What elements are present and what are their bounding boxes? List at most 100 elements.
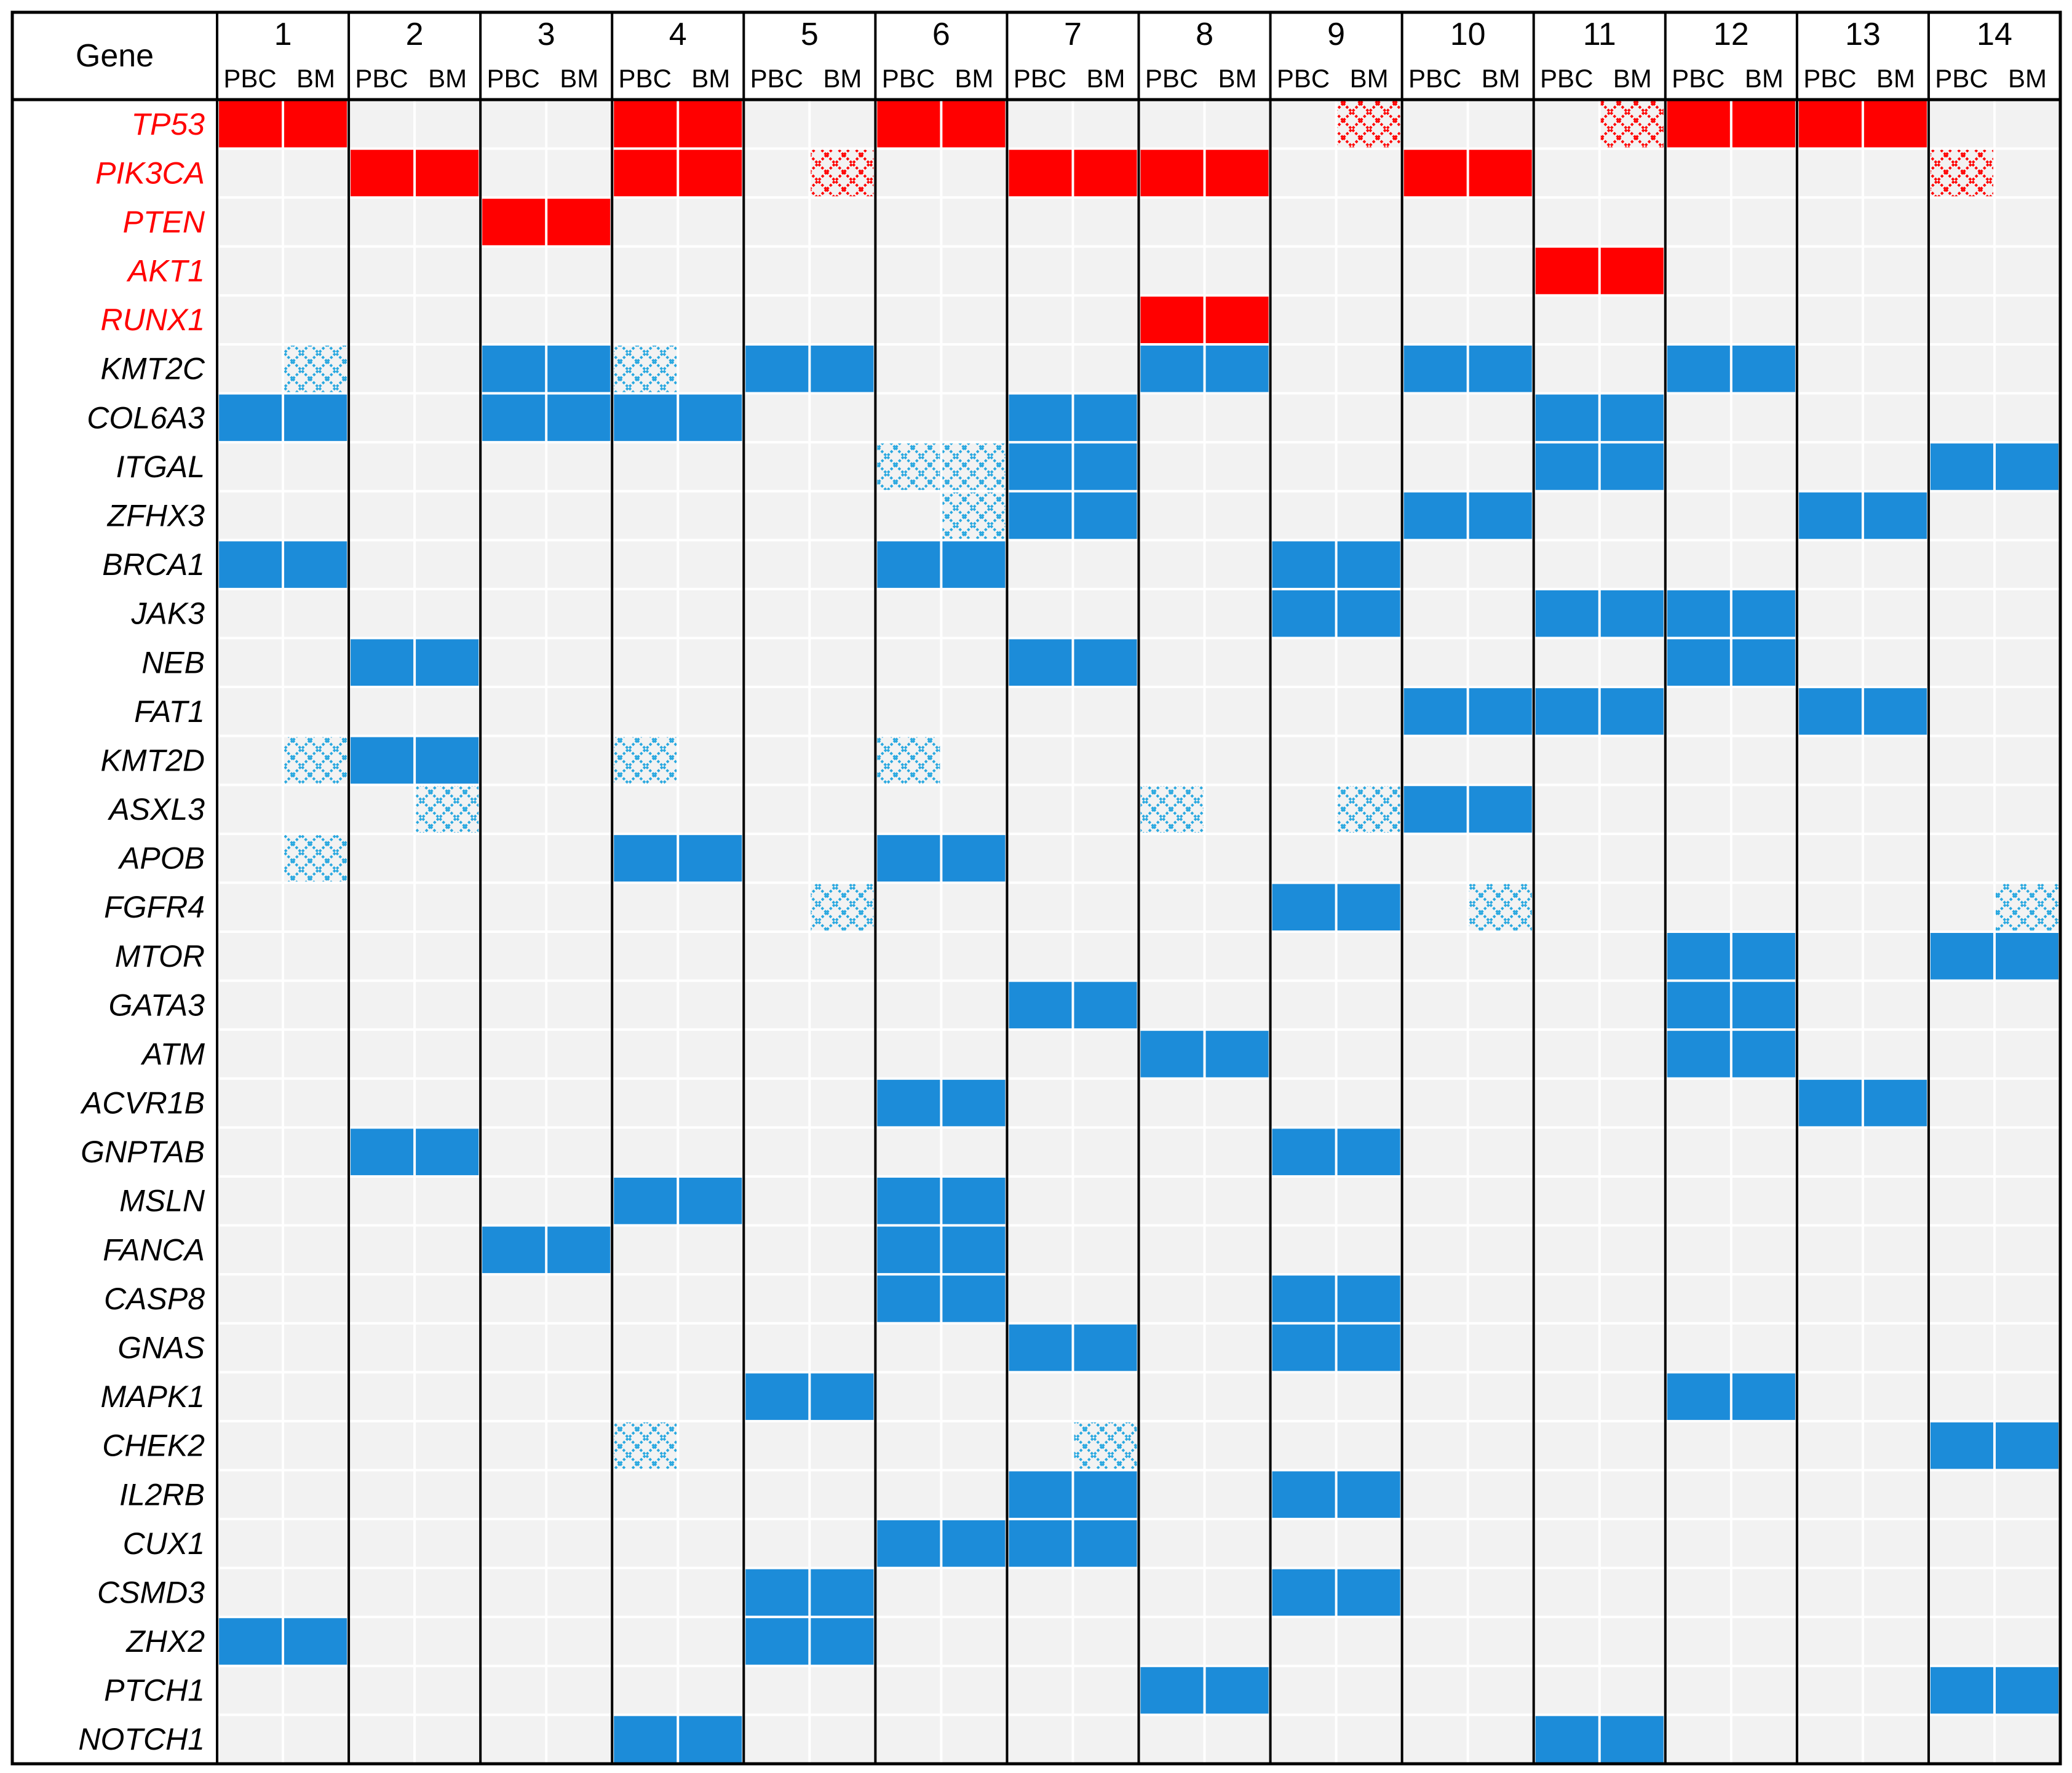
- mutation-cell-solid-KMT2C-p3-BM: [547, 345, 611, 392]
- mutation-cell-solid-PIK3CA-p8-BM: [1205, 149, 1269, 197]
- mutation-cell-solid-CSMD3-p9-PBC: [1272, 1569, 1335, 1616]
- sample-label-bm: BM: [1086, 64, 1125, 93]
- mutation-cell-solid-CUX1-p7-PBC: [1009, 1520, 1072, 1567]
- mutation-cell-solid-CSMD3-p9-BM: [1337, 1569, 1400, 1616]
- gene-label-gnptab: GNPTAB: [81, 1135, 205, 1169]
- grid-lines-layer: [10, 10, 2062, 1766]
- mutation-cell-solid-IL2RB-p7-PBC: [1009, 1471, 1072, 1518]
- gene-label-apob: APOB: [117, 841, 205, 876]
- mutation-cell-solid-ZFHX3-p13-BM: [1864, 492, 1927, 539]
- mutation-cell-solid-NOTCH1-p4-PBC: [614, 1716, 677, 1763]
- sample-label-pbc: PBC: [1935, 64, 1988, 93]
- mutation-cell-hatched-CHEK2-p4-PBC: [614, 1422, 677, 1469]
- gene-label-gata3: GATA3: [108, 988, 205, 1022]
- mutation-cell-solid-TP53-p12-BM: [1732, 101, 1795, 148]
- sample-label-bm: BM: [955, 64, 993, 93]
- patient-label-14: 14: [1977, 17, 2012, 52]
- mutation-cell-solid-GNAS-p7-BM: [1074, 1324, 1137, 1371]
- sample-label-bm: BM: [1482, 64, 1520, 93]
- mutation-cell-solid-BRCA1-p6-BM: [942, 541, 1006, 588]
- mutation-cell-solid-GATA3-p12-BM: [1732, 982, 1795, 1029]
- mutation-cell-solid-NOTCH1-p11-BM: [1600, 1716, 1664, 1763]
- gene-label-asxl3: ASXL3: [107, 792, 205, 827]
- mutation-cells-layer: [219, 101, 2058, 1763]
- mutation-cell-solid-JAK3-p9-PBC: [1272, 590, 1335, 637]
- mutation-cell-solid-ATM-p12-PBC: [1667, 1031, 1730, 1077]
- sample-label-pbc: PBC: [882, 64, 935, 93]
- mutation-cell-solid-PIK3CA-p7-PBC: [1009, 149, 1072, 197]
- gene-label-fgfr4: FGFR4: [104, 890, 205, 924]
- gene-label-kmt2c: KMT2C: [101, 352, 205, 386]
- patient-label-5: 5: [801, 17, 819, 52]
- gene-label-acvr1b: ACVR1B: [80, 1086, 205, 1121]
- mutation-cell-solid-ZHX2-p1-BM: [284, 1618, 347, 1665]
- mutation-cell-hatched-ITGAL-p6-BM: [942, 443, 1006, 490]
- sample-label-pbc: PBC: [1014, 64, 1066, 93]
- mutation-cell-solid-CHEK2-p14-BM: [1995, 1422, 2058, 1469]
- mutation-cell-solid-KMT2C-p3-PBC: [482, 345, 546, 392]
- mutation-cell-solid-COL6A3-p1-PBC: [219, 394, 282, 442]
- mutation-cell-solid-ZFHX3-p10-BM: [1469, 492, 1532, 539]
- mutation-cell-solid-GNPTAB-p2-BM: [416, 1128, 479, 1175]
- mutation-cell-solid-IL2RB-p9-PBC: [1272, 1471, 1335, 1518]
- mutation-cell-solid-FAT1-p11-BM: [1600, 688, 1664, 735]
- mutation-cell-solid-KMT2C-p5-PBC: [745, 345, 809, 392]
- mutation-cell-solid-CASP8-p6-PBC: [877, 1275, 940, 1322]
- sample-label-bm: BM: [560, 64, 598, 93]
- mutation-cell-solid-ZFHX3-p10-PBC: [1403, 492, 1467, 539]
- mutation-cell-solid-ZHX2-p1-PBC: [219, 1618, 282, 1665]
- mutation-cell-hatched-PIK3CA-p14-PBC: [1930, 149, 1993, 197]
- mutation-cell-solid-BRCA1-p6-PBC: [877, 541, 940, 588]
- patient-label-4: 4: [669, 17, 687, 52]
- mutation-cell-hatched-ASXL3-p8-PBC: [1140, 786, 1204, 833]
- gene-label-cux1: CUX1: [123, 1526, 205, 1561]
- mutation-cell-solid-NEB-p2-PBC: [351, 639, 414, 686]
- mutation-cell-solid-COL6A3-p11-PBC: [1535, 394, 1598, 442]
- mutation-cell-solid-NEB-p2-BM: [416, 639, 479, 686]
- mutation-cell-solid-APOB-p4-PBC: [614, 835, 677, 882]
- mutation-cell-solid-GNPTAB-p9-BM: [1337, 1128, 1400, 1175]
- mutation-cell-solid-MAPK1-p12-BM: [1732, 1373, 1795, 1420]
- mutation-cell-solid-TP53-p4-PBC: [614, 101, 677, 148]
- mutation-cell-solid-JAK3-p12-PBC: [1667, 590, 1730, 637]
- mutation-cell-hatched-FGFR4-p5-BM: [811, 884, 874, 930]
- mutation-cell-solid-MTOR-p14-PBC: [1930, 933, 1993, 980]
- mutation-cell-solid-PTCH1-p14-BM: [1995, 1667, 2058, 1714]
- patient-label-13: 13: [1845, 17, 1881, 52]
- gene-label-atm: ATM: [140, 1037, 205, 1071]
- mutation-cell-solid-PIK3CA-p10-BM: [1469, 149, 1532, 197]
- sample-label-pbc: PBC: [1145, 64, 1198, 93]
- patient-label-2: 2: [406, 17, 424, 52]
- mutation-cell-solid-TP53-p4-BM: [679, 101, 742, 148]
- patient-label-8: 8: [1196, 17, 1213, 52]
- mutation-cell-solid-IL2RB-p9-BM: [1337, 1471, 1400, 1518]
- mutation-cell-solid-MSLN-p4-BM: [679, 1177, 742, 1224]
- sample-label-pbc: PBC: [1277, 64, 1330, 93]
- sample-label-pbc: PBC: [1408, 64, 1461, 93]
- gene-label-col6a3: COL6A3: [87, 400, 205, 435]
- mutation-cell-hatched-KMT2C-p4-PBC: [614, 345, 677, 392]
- mutation-cell-solid-APOB-p6-PBC: [877, 835, 940, 882]
- sample-label-bm: BM: [1745, 64, 1784, 93]
- mutation-cell-solid-GATA3-p7-PBC: [1009, 982, 1072, 1029]
- mutation-cell-solid-KMT2C-p10-PBC: [1403, 345, 1467, 392]
- mutation-cell-hatched-ASXL3-p2-BM: [416, 786, 479, 833]
- mutation-cell-solid-COL6A3-p3-BM: [547, 394, 611, 442]
- gene-label-csmd3: CSMD3: [97, 1575, 205, 1609]
- mutation-cell-hatched-ITGAL-p6-PBC: [877, 443, 940, 490]
- mutation-cell-solid-IL2RB-p7-BM: [1074, 1471, 1137, 1518]
- mutation-cell-solid-MTOR-p12-PBC: [1667, 933, 1730, 980]
- mutation-cell-solid-COL6A3-p3-PBC: [482, 394, 546, 442]
- mutation-cell-solid-MTOR-p12-BM: [1732, 933, 1795, 980]
- mutation-cell-solid-ACVR1B-p6-BM: [942, 1079, 1006, 1127]
- mutation-cell-solid-NEB-p12-BM: [1732, 639, 1795, 686]
- mutation-cell-solid-ZHX2-p5-PBC: [745, 1618, 809, 1665]
- gene-label-runx1: RUNX1: [101, 303, 205, 337]
- mutation-cell-solid-GNAS-p7-PBC: [1009, 1324, 1072, 1371]
- mutation-cell-solid-ATM-p8-BM: [1205, 1031, 1269, 1077]
- gene-label-ptch1: PTCH1: [104, 1673, 205, 1708]
- mutation-cell-solid-ASXL3-p10-PBC: [1403, 786, 1467, 833]
- mutation-cell-hatched-KMT2D-p6-PBC: [877, 737, 940, 784]
- gene-label-gnas: GNAS: [117, 1331, 205, 1365]
- mutation-cell-solid-AKT1-p11-BM: [1600, 247, 1664, 295]
